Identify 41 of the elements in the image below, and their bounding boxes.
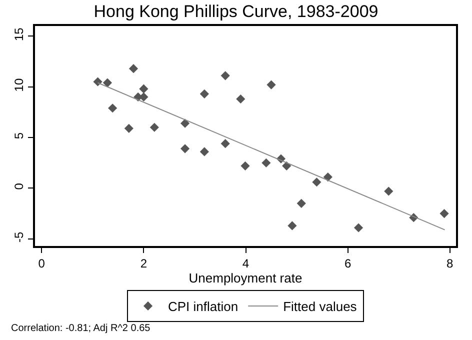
point [312,178,322,187]
point [139,92,148,102]
point [102,78,112,88]
x-tick-label: 4 [242,256,250,270]
point [282,161,292,170]
point [240,161,250,170]
text: Correlation: -0.81; Adj R^2 0.65 [11,323,151,334]
point [150,122,159,132]
point [200,147,209,156]
y-tick-label: 5 [12,132,26,140]
x-tick-label: 2 [140,256,148,270]
point [323,172,332,182]
point [296,198,306,208]
point [288,221,297,230]
point [108,104,118,113]
x-tick-label: 0 [38,256,46,270]
y-tick-label: 15 [12,27,26,42]
legend-label: Fitted values [283,299,358,314]
y-tick-label: 10 [12,78,26,92]
point [354,223,364,232]
point [200,89,209,98]
point [128,64,138,74]
point [384,186,394,196]
point [93,77,102,86]
point [124,124,134,133]
y-tick-label: -5 [12,231,26,242]
point [180,144,190,154]
legend-label: CPI inflation [168,299,238,314]
point [440,209,449,218]
x-tick-label: 6 [344,256,352,270]
point [262,158,271,168]
chart-title: Hong Kong Phillips Curve, 1983-2009 [94,2,378,21]
point [139,84,148,94]
x-axis-title: Unemployment rate [188,270,302,286]
point [220,139,230,148]
x-tick-label: 8 [446,256,454,270]
point [220,71,230,80]
point [180,118,190,128]
point [236,94,246,104]
y-tick-label: 0 [12,182,26,190]
point [266,80,276,90]
